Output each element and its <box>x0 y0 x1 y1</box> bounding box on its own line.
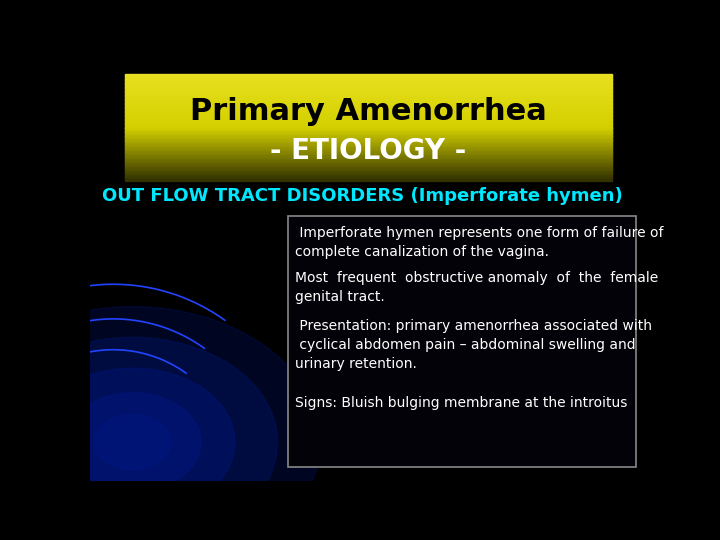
Bar <box>125 168 611 170</box>
Bar <box>125 103 611 105</box>
Bar <box>125 87 611 89</box>
Bar <box>125 120 611 122</box>
Bar <box>125 159 611 161</box>
Bar <box>125 110 611 112</box>
Bar <box>125 129 611 130</box>
Bar <box>125 132 611 134</box>
Bar <box>125 138 611 139</box>
Bar <box>125 130 611 132</box>
Bar <box>125 118 611 119</box>
Bar <box>125 125 611 126</box>
Bar <box>125 170 611 171</box>
Bar <box>125 122 611 124</box>
Bar <box>125 147 611 149</box>
Bar <box>125 112 611 114</box>
Bar <box>125 127 611 129</box>
Bar <box>125 161 611 164</box>
Bar <box>125 114 611 116</box>
Bar <box>125 97 611 98</box>
Bar <box>125 117 611 118</box>
Bar <box>125 155 611 157</box>
Bar <box>125 137 611 138</box>
Bar <box>125 123 611 125</box>
Bar <box>125 107 611 109</box>
Bar <box>125 119 611 121</box>
Bar <box>125 95 611 97</box>
Bar <box>125 80 611 83</box>
Bar <box>125 109 611 110</box>
Bar <box>125 171 611 173</box>
Bar <box>125 163 611 165</box>
Bar <box>125 142 611 144</box>
Bar <box>125 100 611 102</box>
Bar <box>125 140 611 142</box>
Bar <box>125 78 611 80</box>
Bar <box>125 102 611 104</box>
Bar <box>125 131 611 133</box>
Bar <box>125 89 611 90</box>
Bar <box>125 167 611 168</box>
Bar <box>125 99 611 101</box>
Bar <box>125 150 611 151</box>
Bar <box>125 172 611 174</box>
Bar <box>125 139 611 141</box>
Bar <box>125 148 611 150</box>
Ellipse shape <box>64 393 201 491</box>
Bar <box>125 90 611 92</box>
Bar <box>125 146 611 147</box>
Text: Most  frequent  obstructive anomaly  of  the  female
genital tract.: Most frequent obstructive anomaly of the… <box>295 271 659 304</box>
Bar <box>125 166 611 167</box>
Bar <box>125 83 611 85</box>
FancyBboxPatch shape <box>287 215 636 467</box>
Bar <box>125 126 611 127</box>
Bar <box>125 94 611 96</box>
Bar <box>125 134 611 136</box>
Bar <box>125 177 611 178</box>
Text: Imperforate hymen represents one form of failure of
complete canalization of the: Imperforate hymen represents one form of… <box>295 226 664 259</box>
Bar <box>125 135 611 137</box>
Bar <box>125 115 611 117</box>
Bar <box>125 179 611 181</box>
Bar <box>125 86 611 87</box>
Ellipse shape <box>0 307 320 540</box>
Text: OUT FLOW TRACT DISORDERS (Imperforate hymen): OUT FLOW TRACT DISORDERS (Imperforate hy… <box>102 187 622 205</box>
Ellipse shape <box>30 368 235 516</box>
Bar <box>125 91 611 93</box>
Text: Presentation: primary amenorrhea associated with
 cyclical abdomen pain – abdomi: Presentation: primary amenorrhea associa… <box>295 319 652 371</box>
Text: Signs: Bluish bulging membrane at the introitus: Signs: Bluish bulging membrane at the in… <box>295 396 628 410</box>
Bar <box>125 105 611 106</box>
Bar <box>125 74 611 76</box>
Bar <box>125 154 611 156</box>
Bar <box>125 79 611 81</box>
Ellipse shape <box>0 338 277 540</box>
Bar <box>125 93 611 94</box>
Bar <box>125 175 611 177</box>
Bar <box>125 178 611 179</box>
Bar <box>125 76 611 77</box>
Text: Primary Amenorrhea: Primary Amenorrhea <box>190 97 546 126</box>
Bar <box>125 160 611 162</box>
Bar <box>125 98 611 100</box>
Bar <box>125 77 611 78</box>
Bar <box>125 151 611 153</box>
Bar <box>125 158 611 159</box>
Bar <box>125 152 611 154</box>
Bar <box>125 144 611 146</box>
Bar <box>125 174 611 176</box>
Bar <box>125 157 611 158</box>
Bar <box>125 143 611 145</box>
Bar <box>125 111 611 113</box>
Text: - ETIOLOGY -: - ETIOLOGY - <box>270 137 467 165</box>
Bar <box>125 85 611 86</box>
Bar <box>125 164 611 166</box>
Ellipse shape <box>94 414 171 470</box>
Bar <box>125 106 611 107</box>
Bar <box>125 82 611 84</box>
